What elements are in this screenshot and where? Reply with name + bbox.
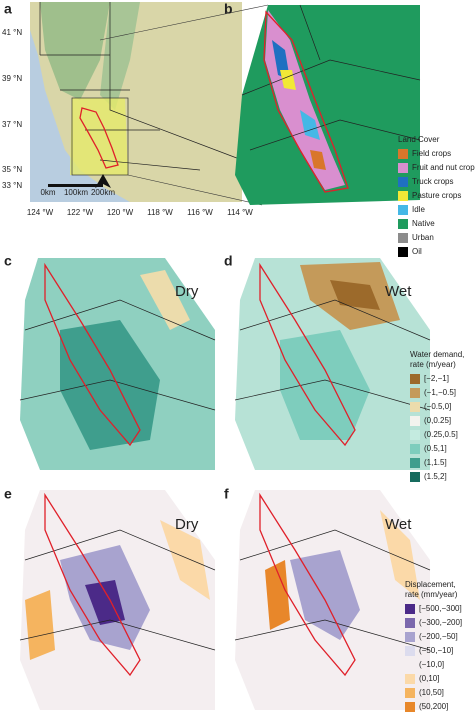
legend-label: (−300,−200] <box>419 618 462 627</box>
legend-swatch <box>398 177 408 187</box>
scale-label: 100km <box>64 188 88 197</box>
panel-label: a <box>4 1 12 17</box>
legend-swatch <box>405 660 415 670</box>
lon-label: 116 °W <box>187 208 213 217</box>
lat-label: 35 °N <box>2 165 22 174</box>
map-c <box>19 258 216 470</box>
legend-label: (−10,0] <box>419 660 444 669</box>
legend-label: Native <box>412 219 435 228</box>
legend-label: (−50,−10] <box>419 646 453 655</box>
legend-label: (−0.5,0] <box>424 402 451 411</box>
legend-label: Oil <box>412 247 422 256</box>
legend-swatch <box>410 458 420 468</box>
panel-label: d <box>224 253 233 269</box>
lon-label: 114 °W <box>227 208 253 217</box>
legend-label: (1,1.5] <box>424 458 447 467</box>
legend-title: Water demand, <box>410 350 464 359</box>
condition-label: Dry <box>175 283 199 300</box>
legend-title: rate (mm/year) <box>405 590 458 599</box>
legend-swatch <box>405 618 415 628</box>
legend-swatch <box>398 233 408 243</box>
legend-label: Fruit and nut crops <box>412 163 475 172</box>
condition-label: Wet <box>385 516 412 533</box>
legend-swatch <box>410 472 420 482</box>
legend-label: (0,0.25] <box>424 416 451 425</box>
map-e <box>19 490 216 710</box>
map-d <box>234 258 431 470</box>
legend-swatch <box>398 149 408 159</box>
legend-title: Displacement, <box>405 580 456 589</box>
legend-label: (50,200] <box>419 702 448 711</box>
legend-swatch <box>405 646 415 656</box>
legend-swatch <box>405 632 415 642</box>
legend-swatch <box>410 430 420 440</box>
legend-label: Urban <box>412 233 434 242</box>
scale-label: 0km <box>40 188 55 197</box>
legend-swatch <box>405 688 415 698</box>
legend-label: [−2,−1] <box>424 374 449 383</box>
panel-label: f <box>224 486 229 502</box>
lon-label: 120 °W <box>107 208 134 217</box>
legend-swatch <box>410 416 420 426</box>
legend-swatch <box>405 674 415 684</box>
lon-label: 118 °W <box>147 208 173 217</box>
legend-swatch <box>410 444 420 454</box>
legend-label: (0,10] <box>419 674 439 683</box>
legend-label: (1.5,2] <box>424 472 447 481</box>
lat-label: 41 °N <box>2 28 22 37</box>
lat-label: 39 °N <box>2 74 22 83</box>
legend-swatch <box>410 374 420 384</box>
legend-swatch <box>405 702 415 712</box>
panel-label: e <box>4 486 12 502</box>
legend-label: [−500,−300] <box>419 604 462 613</box>
legend-label: Field crops <box>412 149 451 158</box>
map-f <box>234 490 431 710</box>
legend-swatch <box>405 604 415 614</box>
legend-label: Idle <box>412 205 425 214</box>
lat-label: 37 °N <box>2 120 22 129</box>
legend-swatch <box>398 219 408 229</box>
legend-swatch <box>410 388 420 398</box>
legend-label: (0.25,0.5] <box>424 430 458 439</box>
legend-label: (−1,−0.5] <box>424 388 456 397</box>
legend-title: rate (m/year) <box>410 360 456 369</box>
map-b <box>235 4 421 205</box>
lat-label: 33 °N <box>2 181 22 190</box>
legend-label: Truck crops <box>412 177 454 186</box>
lon-label: 122 °W <box>67 208 94 217</box>
panel-label: b <box>224 1 233 17</box>
legend-swatch <box>398 163 408 173</box>
legend-label: (−200,−50] <box>419 632 458 641</box>
map-a <box>30 2 269 206</box>
condition-label: Wet <box>385 283 412 300</box>
legend-label: (0.5,1] <box>424 444 447 453</box>
legend-swatch <box>398 191 408 201</box>
legend-label: (10,50] <box>419 688 444 697</box>
legend-title: Land Cover <box>398 135 440 144</box>
condition-label: Dry <box>175 516 199 533</box>
scale-label: 200km <box>91 188 115 197</box>
legend-swatch <box>398 205 408 215</box>
legend-swatch <box>398 247 408 257</box>
legend-label: Pasture crops <box>412 191 461 200</box>
lon-label: 124 °W <box>27 208 54 217</box>
legend-swatch <box>410 402 420 412</box>
panel-label: c <box>4 253 12 269</box>
